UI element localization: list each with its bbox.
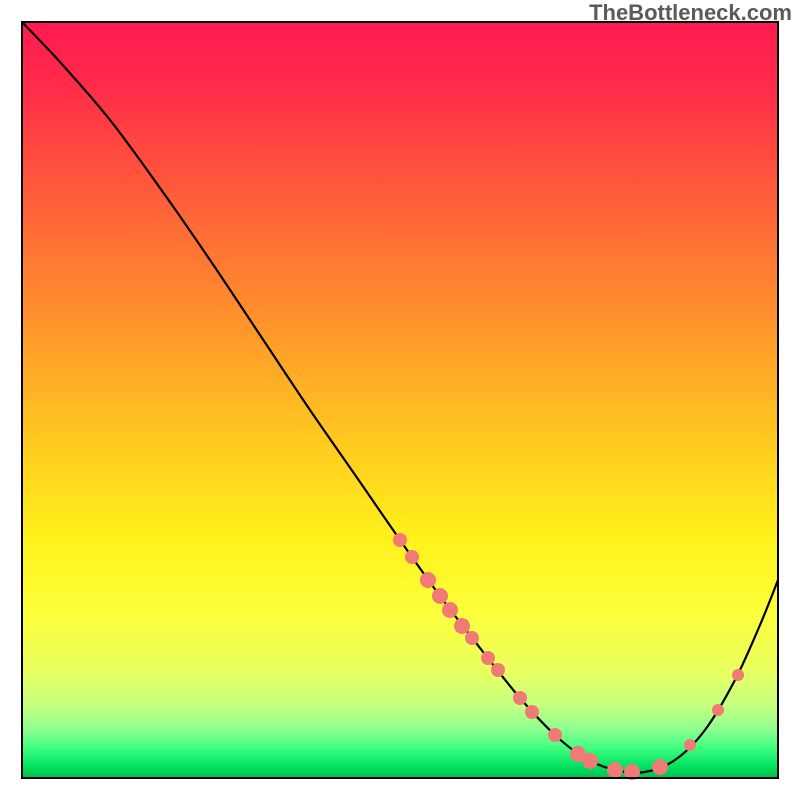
data-marker	[491, 663, 505, 677]
data-marker	[442, 602, 458, 618]
data-marker	[607, 762, 623, 778]
data-marker	[465, 631, 479, 645]
chart-container: TheBottleneck.com	[0, 0, 800, 800]
data-marker	[393, 533, 407, 547]
data-marker	[405, 550, 419, 564]
data-marker	[684, 739, 696, 751]
data-marker	[454, 618, 470, 634]
data-marker	[652, 759, 668, 775]
data-marker	[481, 651, 495, 665]
data-marker	[732, 669, 744, 681]
data-marker	[420, 572, 436, 588]
watermark-text: TheBottleneck.com	[589, 0, 792, 26]
bottleneck-curve-chart	[0, 0, 800, 800]
plot-background	[22, 22, 778, 778]
data-marker	[432, 588, 448, 604]
data-marker	[582, 753, 598, 769]
data-marker	[548, 728, 562, 742]
data-marker	[513, 691, 527, 705]
data-marker	[712, 704, 724, 716]
data-marker	[525, 705, 539, 719]
